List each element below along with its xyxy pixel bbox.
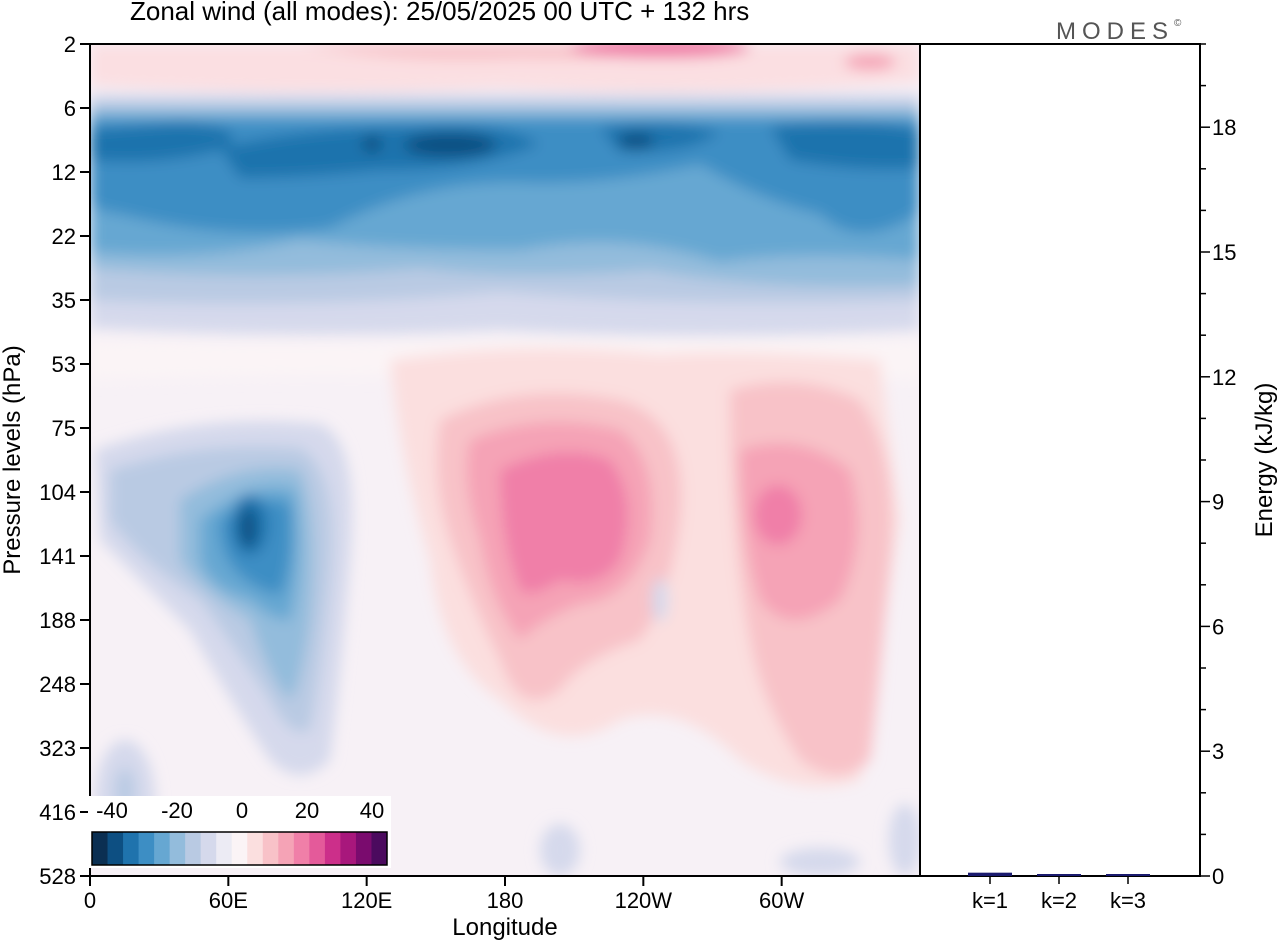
colorbar-label: 20 [295, 798, 319, 823]
energy-category-label: k=1 [972, 888, 1008, 913]
colorbar-swatch [185, 832, 202, 865]
colorbar-swatch [293, 832, 310, 865]
pressure-axis-label: Pressure levels (hPa) [0, 345, 26, 574]
colorbar-swatch [169, 832, 186, 865]
zonal-wind-heatmap [90, 44, 920, 876]
copyright-mark: © [1174, 18, 1182, 29]
energy-tick-label: 6 [1212, 614, 1224, 639]
pressure-tick-label: 104 [39, 480, 76, 505]
pressure-tick-label: 6 [64, 96, 76, 121]
colorbar-swatch [324, 832, 341, 865]
energy-category-label: k=2 [1041, 888, 1077, 913]
colorbar-swatch [92, 832, 109, 865]
colorbar-swatch [216, 832, 233, 865]
energy-bar [1037, 874, 1081, 876]
colorbar-label: 40 [360, 798, 384, 823]
pressure-tick-label: 416 [39, 800, 76, 825]
pressure-tick-label: 12 [52, 160, 76, 185]
pressure-axis: 2 6 12 22 35 53 75 104 141 188 248 323 416 528 [39, 32, 90, 889]
colorbar-swatch [107, 832, 124, 865]
brand-text: MODES [1056, 18, 1175, 45]
longitude-tick-label: 0 [84, 888, 96, 913]
modes-logo: MODES© [1056, 18, 1181, 46]
colorbar-swatch [355, 832, 372, 865]
energy-bar [1106, 874, 1150, 876]
colorbar-swatch [278, 832, 295, 865]
longitude-axis-label: Longitude [452, 914, 557, 941]
pressure-tick-label: 22 [52, 224, 76, 249]
colorbar-label: -40 [96, 798, 128, 823]
energy-bar [968, 872, 1012, 876]
colorbar-frame [91, 831, 388, 866]
colorbar-label: -20 [161, 798, 193, 823]
energy-tick-label: 15 [1212, 240, 1236, 265]
energy-axis: 0 3 6 9 12 15 18 [1200, 43, 1236, 889]
longitude-axis: 0 60E 120E 180 120W 60W [84, 876, 805, 913]
pressure-tick-label: 2 [64, 32, 76, 57]
colorbar-swatch [231, 832, 248, 865]
longitude-tick-label: 60E [209, 888, 248, 913]
pressure-tick-label: 35 [52, 288, 76, 313]
pressure-tick-label: 188 [39, 608, 76, 633]
colorbar-swatch [371, 832, 388, 865]
pressure-tick-label: 323 [39, 736, 76, 761]
longitude-tick-label: 180 [487, 888, 524, 913]
energy-tick-label: 3 [1212, 739, 1224, 764]
energy-tick-label: 0 [1212, 864, 1224, 889]
colorbar-label: 0 [236, 798, 248, 823]
colorbar: -40 -20 0 20 40 [88, 796, 391, 868]
colorbar-swatch [200, 832, 217, 865]
pressure-tick-label: 248 [39, 672, 76, 697]
colorbar-swatch [154, 832, 171, 865]
colorbar-swatch [262, 832, 279, 865]
pressure-tick-label: 141 [39, 544, 76, 569]
longitude-tick-label: 120E [341, 888, 392, 913]
energy-axis-label: Energy (kJ/kg) [1251, 383, 1278, 538]
longitude-tick-label: 60W [759, 888, 804, 913]
pressure-tick-label: 528 [39, 864, 76, 889]
energy-category-label: k=3 [1110, 888, 1146, 913]
longitude-tick-label: 120W [615, 888, 673, 913]
colorbar-swatch [309, 832, 326, 865]
pressure-tick-label: 53 [52, 352, 76, 377]
energy-bars: k=1 k=2 k=3 [968, 872, 1150, 913]
pressure-tick-label: 75 [52, 416, 76, 441]
colorbar-swatch [138, 832, 155, 865]
colorbar-swatch [247, 832, 264, 865]
chart-title: Zonal wind (all modes): 25/05/2025 00 UT… [130, 0, 750, 26]
energy-tick-label: 9 [1212, 490, 1224, 515]
energy-tick-label: 12 [1212, 365, 1236, 390]
colorbar-swatch [340, 832, 357, 865]
energy-tick-label: 18 [1212, 115, 1236, 140]
colorbar-swatch [123, 832, 140, 865]
energy-panel-frame [919, 43, 1201, 877]
